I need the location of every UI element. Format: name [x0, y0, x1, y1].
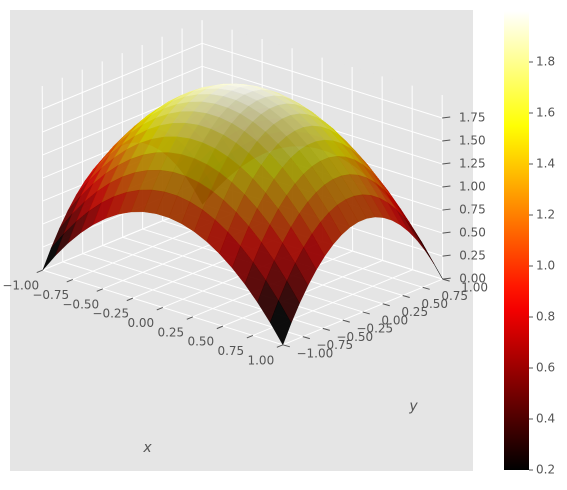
z-tick-label: 1.50	[459, 134, 486, 148]
surface-mesh	[42, 83, 443, 345]
colorbar-tick-label: 1.4	[536, 157, 555, 171]
z-tick-mark	[442, 231, 451, 234]
grid-line-z-left	[42, 65, 203, 133]
z-tick-label: 1.00	[459, 180, 486, 194]
x-tick-mark	[216, 325, 224, 330]
colorbar-tick-label: 0.8	[536, 310, 555, 324]
colorbar-ticks: 0.2 0.4 0.6 0.8 1.0 1.2 1.4 1.6 1.8	[529, 55, 555, 477]
y-tick-label: −0.50	[336, 330, 373, 344]
colorbar-tick-label: 1.8	[536, 55, 555, 69]
x-tick-label: 0.00	[127, 316, 154, 330]
z-tick-mark	[442, 185, 451, 188]
z-tick-mark	[442, 208, 451, 211]
y-tick-mark	[282, 344, 290, 348]
z-axis: 0.00 0.25 0.50 0.75 1.00 1.25 1.50 1.75	[442, 111, 486, 286]
y-tick-label: 0.25	[401, 305, 428, 319]
surface-plot-3d: −1.00−0.75−0.50−0.250.000.250.500.751.00…	[2, 10, 488, 471]
y-axis-label: y	[408, 399, 418, 415]
x-tick-label: −1.00	[2, 279, 39, 293]
y-tick-label: 0.75	[441, 289, 468, 303]
z-tick-label: 0.50	[459, 226, 486, 240]
y-axis: −1.00−0.75−0.50−0.250.000.250.500.751.00…	[282, 278, 488, 415]
x-tick-mark	[186, 316, 194, 320]
y-tick-mark	[382, 303, 390, 307]
x-axis-label: x	[142, 440, 152, 456]
z-tick-mark	[442, 162, 451, 165]
colorbar-gradient	[504, 11, 529, 470]
y-tick-mark	[302, 336, 310, 340]
colorbar: 0.2 0.4 0.6 0.8 1.0 1.2 1.4 1.6 1.8	[504, 11, 555, 477]
grid-line-z-left	[42, 42, 203, 110]
z-tick-mark	[442, 277, 451, 280]
z-tick-mark	[442, 254, 451, 257]
y-tick-label: −0.25	[356, 322, 393, 336]
x-tick-label: 0.75	[217, 344, 244, 358]
x-tick-label: 0.50	[187, 335, 214, 349]
x-tick-label: −0.50	[62, 297, 99, 311]
x-tick-mark	[96, 288, 103, 292]
y-tick-label: 0.00	[381, 313, 408, 327]
grid-line-y-floor	[62, 261, 303, 338]
x-axis: −1.00−0.75−0.50−0.250.000.250.500.751.00…	[2, 269, 284, 456]
x-tick-mark	[126, 297, 133, 302]
z-tick-mark	[442, 116, 451, 119]
x-tick-label: 0.25	[157, 325, 184, 339]
colorbar-tick-label: 1.2	[536, 208, 555, 222]
grid-line-z-right	[202, 65, 443, 142]
y-tick-label: 0.50	[421, 297, 448, 311]
colorbar-tick-label: 0.6	[536, 361, 555, 375]
x-tick-mark	[36, 269, 43, 274]
y-tick-mark	[322, 327, 330, 331]
z-tick-label: 0.00	[459, 272, 486, 286]
y-tick-label: −0.75	[316, 338, 353, 352]
z-tick-mark	[442, 139, 451, 142]
x-tick-mark	[66, 278, 73, 283]
y-tick-label: 1.00	[461, 281, 488, 295]
colorbar-tick-label: 0.2	[536, 463, 555, 477]
y-tick-mark	[362, 311, 370, 315]
z-tick-label: 1.75	[459, 111, 486, 125]
y-tick-label: −1.00	[296, 346, 333, 360]
x-tick-label: −0.75	[32, 288, 69, 302]
x-tick-mark	[276, 344, 284, 348]
grid-line-z-right	[201, 42, 443, 119]
x-tick-label: −0.25	[92, 307, 129, 321]
y-tick-mark	[342, 319, 350, 323]
x-tick-label: 1.00	[247, 353, 274, 367]
colorbar-tick-label: 1.6	[536, 106, 555, 120]
z-tick-label: 0.25	[459, 249, 486, 263]
colorbar-tick-label: 0.4	[536, 412, 555, 426]
y-tick-mark	[422, 286, 430, 290]
colorbar-tick-label: 1.0	[536, 259, 555, 273]
z-tick-label: 1.25	[459, 157, 486, 171]
surface-facet	[269, 300, 292, 345]
y-tick-mark	[402, 295, 410, 299]
x-tick-mark	[246, 334, 254, 339]
grid-line-y-floor	[102, 244, 343, 321]
z-tick-label: 0.75	[459, 203, 486, 217]
x-tick-mark	[156, 306, 163, 311]
